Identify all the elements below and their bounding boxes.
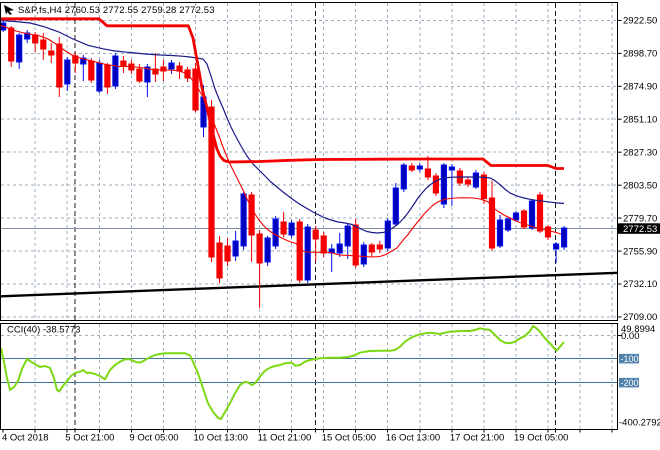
svg-text:49.8994: 49.8994: [621, 324, 655, 335]
svg-text:2732.10: 2732.10: [623, 279, 657, 290]
svg-text:2755.90: 2755.90: [623, 246, 657, 257]
svg-text:2827.30: 2827.30: [623, 147, 657, 158]
svg-text:2898.70: 2898.70: [623, 49, 657, 60]
svg-text:15 Oct 05:00: 15 Oct 05:00: [322, 433, 376, 444]
svg-text:16 Oct 13:00: 16 Oct 13:00: [386, 433, 440, 444]
svg-text:-100: -100: [621, 354, 639, 364]
svg-text:2874.90: 2874.90: [623, 82, 657, 93]
svg-text:S&P,fs,H4 2760.53 2772.55 275: S&P,fs,H4 2760.53 2772.55 2759.28 2772.5…: [18, 5, 215, 16]
svg-text:CCI(40) -38.5773: CCI(40) -38.5773: [7, 325, 80, 336]
svg-text:17 Oct 21:00: 17 Oct 21:00: [450, 433, 504, 444]
svg-text:2803.50: 2803.50: [623, 180, 657, 191]
svg-text:0.00: 0.00: [621, 331, 640, 342]
svg-text:10 Oct 13:00: 10 Oct 13:00: [194, 433, 248, 444]
svg-text:2779.70: 2779.70: [623, 213, 657, 224]
svg-text:-400.2792: -400.2792: [619, 417, 660, 428]
svg-text:-200: -200: [621, 378, 639, 388]
svg-text:5 Oct 21:00: 5 Oct 21:00: [65, 433, 114, 444]
svg-text:2922.50: 2922.50: [623, 16, 657, 27]
svg-text:2709.00: 2709.00: [623, 312, 657, 323]
svg-text:2851.10: 2851.10: [623, 115, 657, 126]
svg-text:9 Oct 05:00: 9 Oct 05:00: [129, 433, 178, 444]
svg-text:2772.53: 2772.53: [623, 224, 657, 235]
svg-text:4 Oct 2018: 4 Oct 2018: [2, 433, 48, 444]
svg-text:19 Oct 05:00: 19 Oct 05:00: [514, 433, 568, 444]
svg-text:11 Oct 21:00: 11 Oct 21:00: [258, 433, 312, 444]
